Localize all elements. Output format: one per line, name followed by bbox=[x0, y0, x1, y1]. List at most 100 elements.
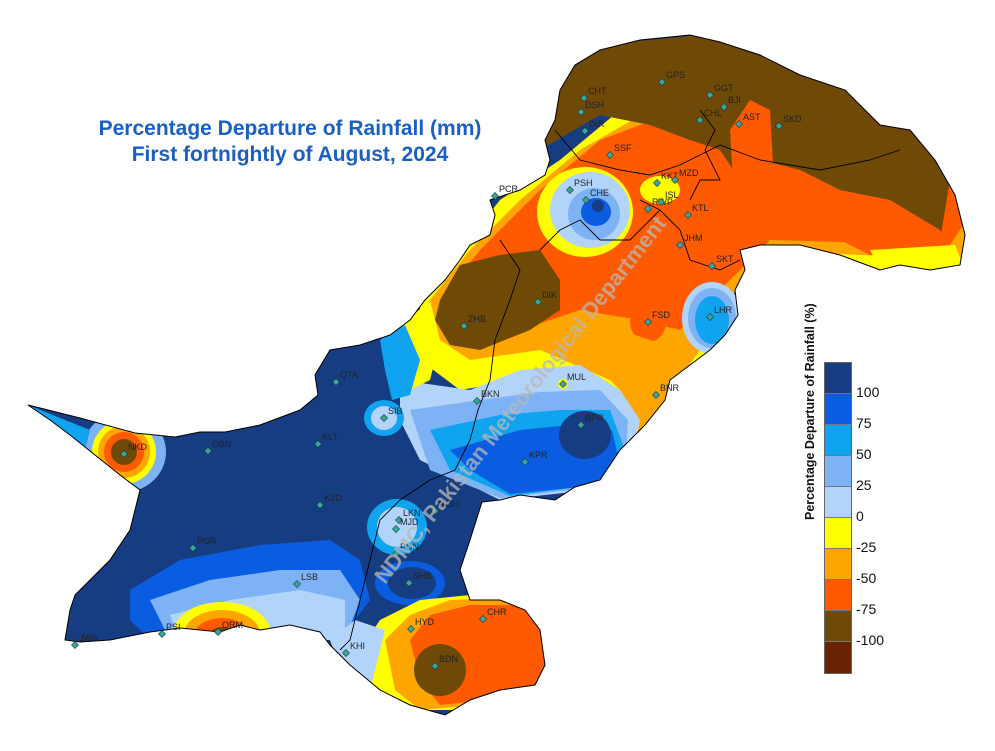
station-marker-icon bbox=[392, 550, 400, 558]
station-marker-icon bbox=[706, 313, 714, 321]
station-label: KPR bbox=[529, 450, 548, 460]
station-marker-icon bbox=[405, 579, 413, 587]
title-line-1: Percentage Departure of Rainfall (mm) bbox=[98, 117, 482, 140]
station-label: PGR bbox=[197, 536, 217, 546]
station-marker-icon bbox=[342, 649, 350, 657]
station-marker-icon bbox=[671, 176, 679, 184]
station-marker-icon bbox=[204, 447, 212, 455]
station-chl: CHL bbox=[696, 108, 722, 124]
station-label: DSH bbox=[585, 100, 604, 110]
station-marker-icon bbox=[479, 615, 487, 623]
station-label: CHR bbox=[487, 607, 507, 617]
station-marker-icon bbox=[658, 78, 666, 86]
station-label: PSI bbox=[166, 622, 181, 632]
station-fsd: FSD bbox=[644, 310, 671, 326]
station-marker-icon bbox=[120, 450, 128, 458]
station-skd: SKD bbox=[775, 114, 802, 130]
station-jhm: JHM bbox=[676, 233, 703, 249]
legend-tick-label: 75 bbox=[856, 415, 872, 431]
legend-swatch bbox=[825, 456, 851, 487]
station-marker-icon bbox=[644, 318, 652, 326]
station-label: SKT bbox=[716, 254, 734, 264]
station-bdn: BDN bbox=[431, 654, 458, 670]
station-label: BKN bbox=[481, 389, 500, 399]
station-label: HYD bbox=[415, 617, 435, 627]
legend-tick-label: -100 bbox=[856, 632, 885, 648]
station-marker-icon bbox=[380, 414, 388, 422]
station-label: ISL bbox=[665, 190, 679, 200]
legend-swatch bbox=[825, 580, 851, 611]
station-hyd: HYD bbox=[407, 617, 435, 633]
station-pdn: PDN bbox=[392, 542, 419, 558]
station-label: FSD bbox=[652, 310, 671, 320]
station-label: LHR bbox=[714, 305, 733, 315]
station-label: CHT bbox=[588, 86, 607, 96]
station-label: SKD bbox=[783, 114, 802, 124]
station-marker-icon bbox=[392, 525, 400, 533]
station-bkn: BKN bbox=[473, 389, 500, 405]
station-marker-icon bbox=[684, 211, 692, 219]
station-skt: SKT bbox=[708, 254, 734, 270]
station-ggt: GGT bbox=[706, 83, 734, 99]
station-marker-icon bbox=[473, 397, 481, 405]
station-label: MZD bbox=[679, 168, 699, 178]
station-marker-icon bbox=[534, 298, 542, 306]
legend-colorbar bbox=[824, 362, 852, 674]
station-label: LSB bbox=[301, 572, 318, 582]
station-label: NKD bbox=[128, 442, 148, 452]
station-label: KHI bbox=[350, 641, 365, 651]
station-marker-icon bbox=[644, 205, 652, 213]
legend-tick-label: 0 bbox=[856, 508, 864, 524]
station-label: MUL bbox=[567, 372, 586, 382]
station-kzd: KZD bbox=[316, 493, 343, 509]
station-label: AST bbox=[743, 112, 761, 122]
legend-tick-label: 50 bbox=[856, 446, 872, 462]
station-marker-icon bbox=[577, 421, 585, 429]
legend-swatch bbox=[825, 642, 851, 673]
station-label: GPS bbox=[666, 70, 685, 80]
station-marker-icon bbox=[720, 103, 728, 111]
station-marker-icon bbox=[580, 94, 588, 102]
station-marker-icon bbox=[521, 458, 529, 466]
station-jwn: JWN bbox=[71, 633, 99, 649]
station-qta: QTA bbox=[332, 370, 358, 386]
legend-tick-label: -25 bbox=[856, 539, 877, 555]
station-label: CHL bbox=[704, 108, 722, 118]
station-dir: DIR bbox=[581, 119, 605, 135]
station-marker-icon bbox=[676, 241, 684, 249]
station-kkt: KKT bbox=[653, 171, 679, 187]
station-label: CHE bbox=[590, 188, 609, 198]
station-label: ORM bbox=[222, 620, 243, 630]
station-label: BPR bbox=[585, 413, 604, 423]
station-label: BDN bbox=[439, 654, 458, 664]
station-label: SIB bbox=[388, 406, 403, 416]
station-label: GGT bbox=[714, 83, 734, 93]
station-marker-icon bbox=[332, 378, 340, 386]
station-khi: KHI bbox=[342, 641, 365, 657]
station-psi: PSI bbox=[158, 622, 181, 638]
station-label: KTL bbox=[692, 203, 709, 213]
title-line-2: First fortnightly of August, 2024 bbox=[131, 143, 449, 166]
station-marker-icon bbox=[566, 186, 574, 194]
station-lhr: LHR bbox=[706, 305, 733, 321]
station-label: JWN bbox=[79, 633, 99, 643]
station-bji: BJI bbox=[720, 95, 741, 111]
station-mjd: MJD bbox=[392, 517, 419, 533]
legend-tick-label: -50 bbox=[856, 570, 877, 586]
station-marker-icon bbox=[606, 151, 614, 159]
station-marker-icon bbox=[460, 322, 468, 330]
legend-tick-label: 100 bbox=[856, 384, 880, 400]
station-nkd: NKD bbox=[120, 442, 148, 458]
station-marker-icon bbox=[577, 108, 585, 116]
station-marker-icon bbox=[189, 544, 197, 552]
station-shb: SHB bbox=[405, 571, 432, 587]
station-dbn: DBN bbox=[204, 439, 231, 455]
station-ssf: SSF bbox=[606, 143, 632, 159]
station-marker-icon bbox=[214, 628, 222, 636]
station-label: DBN bbox=[212, 439, 231, 449]
station-isl: ISL bbox=[657, 190, 679, 206]
station-mul: MUL bbox=[559, 372, 586, 388]
station-marker-icon bbox=[652, 391, 660, 399]
map-title: Percentage Departure of Rainfall (mm) Fi… bbox=[40, 116, 540, 168]
